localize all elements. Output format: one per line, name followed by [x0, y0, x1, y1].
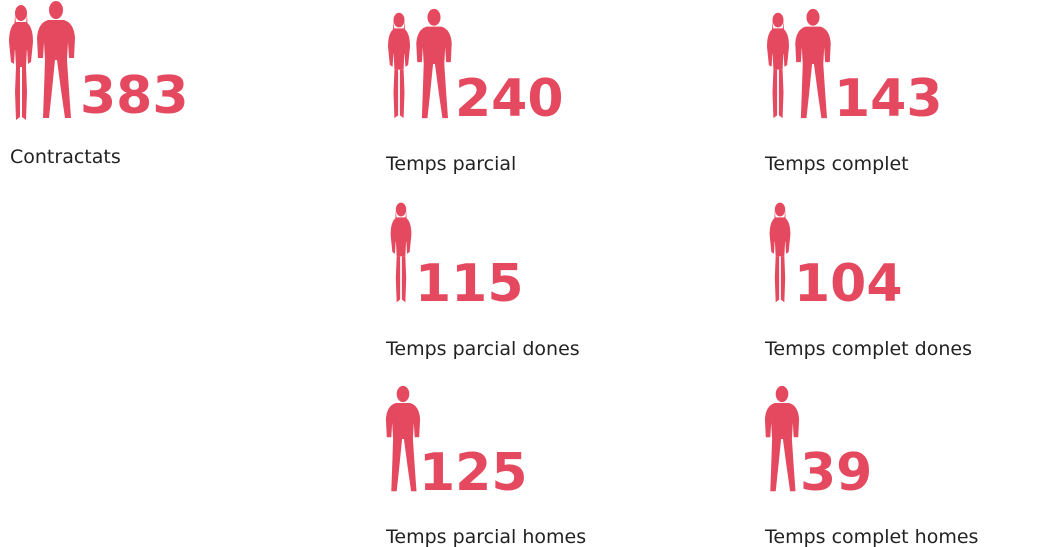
stat-label: Temps complet homes	[764, 526, 978, 547]
stat-card: 240 Temps parcial	[385, 8, 564, 175]
stat-label: Temps parcial dones	[385, 338, 580, 360]
stat-card: 115 Temps parcial dones	[385, 202, 580, 360]
stat-card: 383 Contractats	[9, 1, 189, 168]
man-icon	[385, 385, 421, 492]
stat-value: 104	[794, 254, 903, 314]
man-icon	[416, 8, 452, 119]
stat-label: Temps parcial	[385, 153, 516, 175]
man-icon	[764, 385, 800, 492]
man-icon	[795, 8, 831, 119]
woman-icon	[388, 12, 410, 119]
stat-label: Contractats	[10, 146, 121, 168]
woman-icon	[390, 202, 412, 303]
stat-value: 240	[455, 69, 564, 129]
stat-value: 383	[80, 66, 189, 126]
stat-label: Temps parcial homes	[385, 526, 586, 547]
stat-value: 125	[419, 443, 528, 503]
stat-card: 39 Temps complet homes	[764, 385, 978, 547]
stat-card: 143 Temps complet	[764, 8, 943, 175]
woman-icon	[9, 5, 33, 120]
stat-card: 104 Temps complet dones	[764, 202, 972, 360]
woman-icon	[769, 202, 791, 303]
stat-label: Temps complet dones	[764, 338, 972, 360]
stat-label: Temps complet	[764, 153, 909, 175]
stat-value: 143	[834, 69, 943, 129]
stat-value: 115	[415, 254, 524, 314]
stat-value: 39	[800, 443, 872, 503]
man-icon	[37, 1, 75, 118]
woman-icon	[767, 12, 789, 119]
stat-card: 125 Temps parcial homes	[385, 385, 586, 547]
